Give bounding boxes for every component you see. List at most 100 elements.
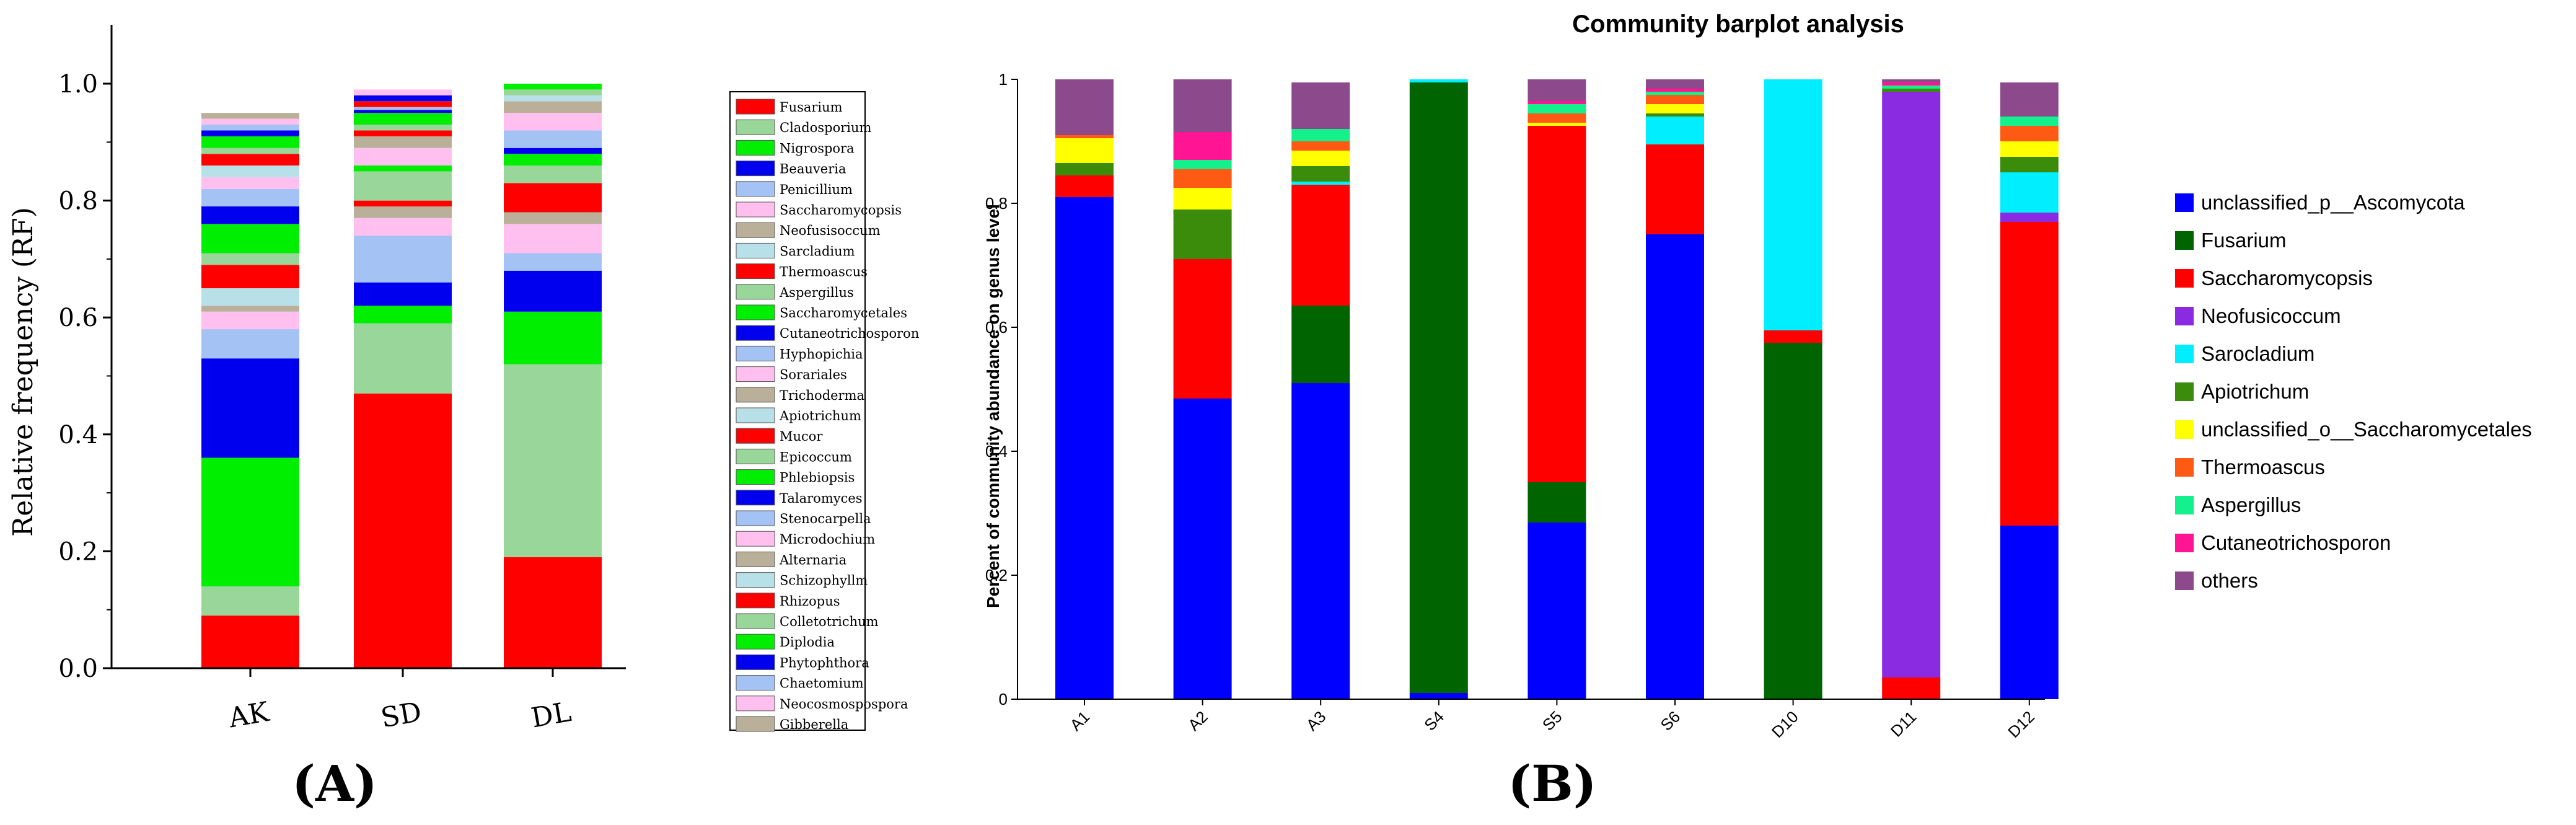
legend-label: Neocosmospospora — [780, 697, 908, 712]
bar-segment-a3-fusarium — [1291, 306, 1350, 383]
legend-label: Mucor — [780, 429, 823, 444]
bar-segment-sd-stenocarpella — [354, 107, 452, 110]
legend-swatch — [736, 531, 775, 547]
x-tick-label: D10 — [1768, 707, 1802, 741]
bar-segment-dl-saccharomycetales — [504, 154, 602, 166]
legend-swatch — [736, 119, 775, 135]
bar-segment-s6-sarocladium — [1646, 117, 1704, 144]
bar-segment-dl-cutaneotrichosporon — [504, 148, 602, 154]
bar-segment-sd-cladosporium — [354, 323, 452, 394]
bar-segment-ak-sorariales — [201, 177, 299, 189]
bar-segment-sd-trichoderma — [354, 136, 452, 148]
bar-segment-dl-apiotrichum — [504, 95, 602, 102]
bar-segment-ak-stenocarpella — [201, 125, 299, 131]
bar-segment-a3-unclassified_p__ascomycota — [1291, 383, 1350, 699]
bar-segment-ak-fusarium — [201, 615, 299, 668]
bar-segment-dl-hyphopichia — [504, 130, 602, 148]
bar-segment-dl-sorariales — [504, 113, 602, 131]
legend-label: Hyphopichia — [780, 346, 863, 361]
bar-segment-d10-fusarium — [1764, 343, 1822, 699]
legend-swatch — [2175, 458, 2194, 477]
bar-segment-s5-cutaneotrichosporon — [1528, 101, 1586, 104]
y-tick-label: 0.6 — [58, 304, 98, 332]
bar-segment-ak-cladosporium — [201, 586, 299, 616]
bar-segment-sd-sorariales — [354, 148, 452, 166]
bar-segment-dl-phlebiopsis — [504, 84, 602, 90]
x-tick-label: A1 — [1066, 707, 1094, 735]
bar-segment-ak-alternaria — [201, 113, 299, 119]
legend-label: Fusarium — [2201, 229, 2287, 252]
x-tick-label: DL — [529, 696, 573, 734]
y-tick-label: 0 — [999, 690, 1008, 708]
panel-b-title: Community barplot analysis — [1572, 11, 1904, 38]
bar-segment-s6-saccharomycopsis — [1646, 144, 1704, 234]
legend-label: Sarcladium — [780, 244, 855, 258]
legend-swatch — [736, 551, 775, 567]
bar-segment-s5-thermoascus — [1528, 113, 1586, 123]
legend-swatch — [2175, 420, 2194, 439]
bar-segment-a3-aspergillus — [1291, 129, 1350, 141]
bar-segment-a1-others — [1055, 79, 1114, 135]
bar-segment-s6-unclassified_p__ascomycota — [1646, 234, 1704, 699]
bar-segment-d11-others — [1882, 79, 1941, 82]
bar-segment-dl-neofusisoccum — [504, 212, 602, 224]
bar-segment-a1-apiotrichum — [1055, 163, 1114, 175]
legend-swatch — [2175, 231, 2194, 250]
bar-segment-a2-saccharomycopsis — [1173, 259, 1232, 399]
bar-segment-d10-saccharomycopsis — [1764, 330, 1822, 343]
bar-segment-d12-unclassified_o__saccharomycetales — [2000, 141, 2059, 157]
bar-segment-a1-unclassified_p__ascomycota — [1055, 197, 1114, 699]
bar-segment-d12-thermoascus — [2000, 126, 2059, 141]
legend-label: Neofusisoccum — [780, 223, 881, 238]
x-tick-label: D11 — [1887, 707, 1920, 741]
legend-label: Penicillium — [780, 182, 853, 197]
bar-segment-a2-unclassified_o__saccharomycetales — [1173, 188, 1232, 210]
legend-swatch — [736, 510, 775, 526]
bar-segment-dl-fusarium — [504, 557, 602, 668]
bar-segment-sd-nigrospora — [354, 306, 452, 324]
x-tick-label: D12 — [2004, 707, 2038, 741]
bar-segment-a1-thermoascus — [1055, 135, 1114, 138]
bar-segment-dl-saccharomycopsis — [504, 224, 602, 254]
legend-swatch — [736, 428, 775, 444]
bar-segment-s5-saccharomycopsis — [1528, 126, 1586, 482]
legend-swatch — [736, 490, 775, 506]
legend-label: Schizophyllm — [780, 573, 868, 588]
panel-b-chart: Community barplot analysis A1 A2 A3 S4 S5 S6 D… — [983, 11, 2532, 813]
bar-segment-dl-aspergillus — [504, 165, 602, 183]
y-tick-label: 0.6 — [985, 318, 1008, 337]
panel-a-bars — [201, 84, 602, 668]
y-tick-label: 1.0 — [58, 70, 98, 99]
legend-swatch — [736, 325, 775, 341]
legend-swatch — [736, 304, 775, 320]
legend-swatch — [2175, 496, 2194, 514]
bar-segment-ak-thermoascus — [201, 265, 299, 289]
legend-swatch — [2175, 534, 2194, 552]
bar-segment-s5-others — [1528, 79, 1586, 101]
bar-segment-sd-penicillium — [354, 236, 452, 283]
x-tick-label: A3 — [1303, 707, 1330, 735]
legend-label: Diplodia — [780, 635, 835, 650]
bar-segment-d12-apiotrichum — [2000, 157, 2059, 172]
bar-segment-s5-unclassified_p__ascomycota — [1528, 523, 1586, 699]
bar-segment-sd-talaromyces — [354, 110, 452, 113]
bar-segment-ak-saccharomycetales — [201, 224, 299, 254]
bar-segment-sd-phlebiopsis — [354, 113, 452, 125]
y-tick-label: 1 — [999, 70, 1008, 89]
bar-segment-ak-phlebiopsis — [201, 136, 299, 148]
bar-segment-s6-thermoascus — [1646, 95, 1704, 104]
bar-segment-d11-apiotrichum — [1882, 89, 1941, 92]
bar-segment-s5-unclassified_o__saccharomycetales — [1528, 123, 1586, 126]
legend-label: Cutaneotrichosporon — [2201, 531, 2391, 554]
bar-segment-s4-unclassified_p__ascomycota — [1409, 693, 1468, 699]
bar-segment-ak-sarcladium — [201, 288, 299, 306]
legend-swatch — [2175, 345, 2194, 363]
legend-label: Microdochium — [780, 532, 875, 547]
bar-segment-dl-epicoccum — [504, 89, 602, 95]
legend-label: Thermoascus — [2201, 456, 2325, 479]
legend-label: unclassified_o__Saccharomycetales — [2201, 418, 2532, 441]
legend-swatch — [736, 633, 775, 650]
legend-swatch — [736, 469, 775, 485]
legend-label: Trichoderma — [780, 388, 864, 403]
legend-swatch — [736, 675, 775, 691]
